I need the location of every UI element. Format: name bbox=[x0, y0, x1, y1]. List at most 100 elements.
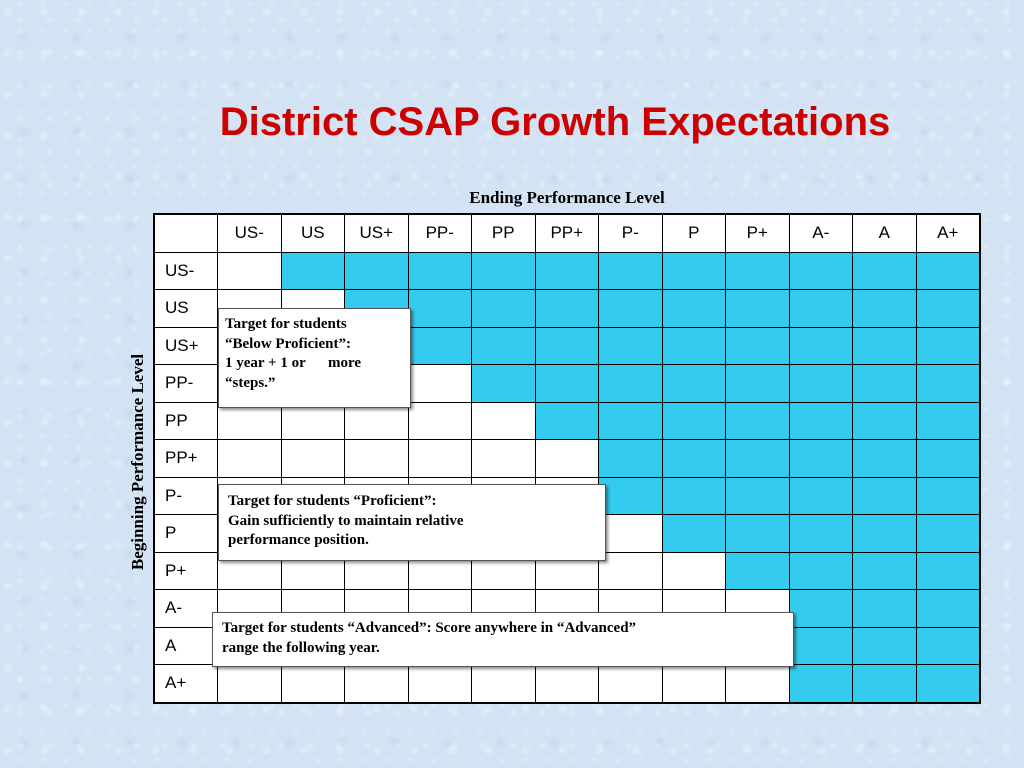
target-cell bbox=[788, 626, 853, 665]
target-cell bbox=[788, 514, 853, 553]
target-cell bbox=[280, 251, 345, 290]
grid-cell bbox=[217, 251, 282, 290]
target-cell bbox=[915, 476, 981, 515]
target-cell bbox=[598, 326, 663, 365]
column-header: PP bbox=[471, 213, 536, 253]
column-header: A bbox=[852, 213, 917, 253]
target-cell bbox=[915, 439, 981, 478]
target-cell bbox=[852, 251, 917, 290]
grid-cell bbox=[471, 401, 536, 440]
row-header: P- bbox=[153, 476, 218, 515]
grid-cell bbox=[344, 664, 409, 703]
grid-cell bbox=[598, 664, 663, 703]
target-cell bbox=[852, 326, 917, 365]
column-header: PP+ bbox=[534, 213, 599, 253]
target-cell bbox=[661, 251, 726, 290]
grid-cell bbox=[280, 664, 345, 703]
target-cell bbox=[788, 401, 853, 440]
callout-below-proficient: Target for students “Below Proficient”: … bbox=[218, 308, 411, 408]
target-cell bbox=[598, 289, 663, 328]
target-cell bbox=[344, 251, 409, 290]
target-cell bbox=[725, 289, 790, 328]
grid-cell bbox=[471, 664, 536, 703]
grid-cell bbox=[280, 439, 345, 478]
grid-cell bbox=[534, 439, 599, 478]
grid-cell bbox=[725, 664, 790, 703]
row-header: US bbox=[153, 289, 218, 328]
target-cell bbox=[788, 289, 853, 328]
column-header: PP- bbox=[407, 213, 472, 253]
grid-cell bbox=[217, 439, 282, 478]
row-header: US- bbox=[153, 251, 218, 290]
row-header: P bbox=[153, 514, 218, 553]
table-row: PP+ bbox=[153, 439, 981, 478]
row-header: PP+ bbox=[153, 439, 218, 478]
row-header: P+ bbox=[153, 551, 218, 590]
target-cell bbox=[852, 364, 917, 403]
target-cell bbox=[915, 326, 981, 365]
target-cell bbox=[852, 589, 917, 628]
target-cell bbox=[471, 364, 536, 403]
column-header: P bbox=[661, 213, 726, 253]
target-cell bbox=[661, 476, 726, 515]
target-cell bbox=[725, 364, 790, 403]
grid-cell bbox=[217, 664, 282, 703]
target-cell bbox=[407, 251, 472, 290]
grid-cell bbox=[407, 664, 472, 703]
table-corner-cell bbox=[153, 213, 218, 253]
target-cell bbox=[852, 439, 917, 478]
target-cell bbox=[915, 664, 981, 703]
row-header: PP bbox=[153, 401, 218, 440]
target-cell bbox=[915, 289, 981, 328]
row-header: A bbox=[153, 626, 218, 665]
target-cell bbox=[915, 401, 981, 440]
target-cell bbox=[661, 326, 726, 365]
target-cell bbox=[788, 251, 853, 290]
x-axis-label: Ending Performance Level bbox=[469, 188, 665, 207]
grid-cell bbox=[471, 439, 536, 478]
target-cell bbox=[788, 589, 853, 628]
target-cell bbox=[598, 364, 663, 403]
grid-cell bbox=[598, 551, 663, 590]
slide-title: District CSAP Growth Expectations bbox=[219, 100, 891, 144]
grid-cell bbox=[598, 514, 663, 553]
grid-cell bbox=[534, 664, 599, 703]
target-cell bbox=[915, 551, 981, 590]
target-cell bbox=[598, 476, 663, 515]
target-cell bbox=[471, 326, 536, 365]
column-header: A+ bbox=[915, 213, 981, 253]
target-cell bbox=[534, 251, 599, 290]
grid-cell bbox=[407, 401, 472, 440]
target-cell bbox=[915, 589, 981, 628]
callout-advanced: Target for students “Advanced”: Score an… bbox=[212, 612, 794, 667]
target-cell bbox=[852, 289, 917, 328]
target-cell bbox=[788, 364, 853, 403]
target-cell bbox=[725, 401, 790, 440]
target-cell bbox=[915, 364, 981, 403]
target-cell bbox=[915, 251, 981, 290]
column-header: P- bbox=[598, 213, 663, 253]
table-header-row: US- US US+ PP- PP PP+ P- P P+ A- A A+ bbox=[153, 213, 981, 253]
target-cell bbox=[661, 514, 726, 553]
target-cell bbox=[725, 439, 790, 478]
column-header: US- bbox=[217, 213, 282, 253]
target-cell bbox=[534, 364, 599, 403]
target-cell bbox=[725, 251, 790, 290]
target-cell bbox=[788, 664, 853, 703]
column-header: US+ bbox=[344, 213, 409, 253]
target-cell bbox=[788, 439, 853, 478]
target-cell bbox=[788, 326, 853, 365]
target-cell bbox=[661, 401, 726, 440]
target-cell bbox=[725, 514, 790, 553]
target-cell bbox=[725, 551, 790, 590]
target-cell bbox=[598, 401, 663, 440]
target-cell bbox=[534, 401, 599, 440]
target-cell bbox=[471, 251, 536, 290]
grid-cell bbox=[661, 664, 726, 703]
grid-cell bbox=[407, 364, 472, 403]
grid-cell bbox=[407, 439, 472, 478]
target-cell bbox=[661, 439, 726, 478]
column-header: US bbox=[280, 213, 345, 253]
target-cell bbox=[852, 514, 917, 553]
target-cell bbox=[915, 514, 981, 553]
